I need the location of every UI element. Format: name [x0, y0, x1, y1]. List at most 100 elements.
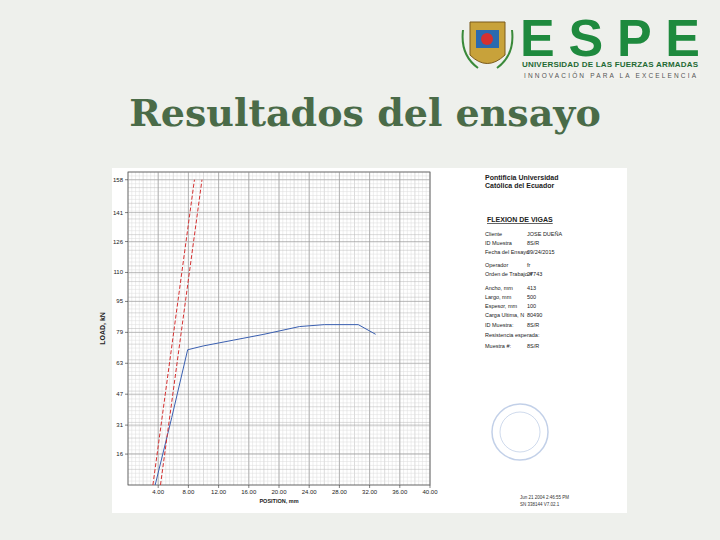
y-tick-label: 95 — [116, 298, 123, 304]
row-label: Cliente — [485, 231, 502, 237]
row-label: Operador — [485, 262, 508, 268]
x-tick-label: 36.00 — [392, 489, 408, 495]
y-tick-label: 126 — [113, 239, 124, 245]
x-tick-label: 4.00 — [152, 489, 164, 495]
x-tick-label: 16.00 — [241, 489, 257, 495]
y-axis-title: LOAD, kN — [99, 312, 107, 345]
x-tick — [399, 485, 400, 488]
x-axis-title: POSITION, mm — [259, 498, 298, 504]
x-tick-label: 40.00 — [422, 489, 438, 495]
y-tick — [125, 363, 128, 364]
y-grid-line — [128, 179, 430, 180]
shield — [470, 22, 505, 64]
row-label: Carga Ultima, N — [485, 312, 524, 318]
row-value: 8S/R — [527, 322, 539, 328]
x-grid-line — [430, 172, 431, 485]
row-label: Ancho, mm — [485, 285, 513, 291]
row-value: 8S/R — [527, 343, 539, 349]
y-tick — [125, 272, 128, 273]
x-grid-line — [339, 172, 340, 485]
x-grid-line — [248, 172, 249, 485]
logo-band — [520, 70, 700, 79]
y-tick-label: 16 — [116, 451, 123, 457]
y-tick — [125, 179, 128, 180]
x-grid-line — [188, 172, 189, 485]
x-tick — [158, 485, 159, 488]
logo-line2: INNOVACIÓN PARA LA EXCELENCIA — [524, 71, 697, 79]
institution: Pontificia Universidad — [485, 174, 559, 181]
x-tick — [309, 485, 310, 488]
x-grid-line — [279, 172, 280, 485]
series-line — [153, 180, 195, 485]
y-tick — [125, 425, 128, 426]
row-value: 500 — [527, 294, 536, 300]
slide-title: Resultados del ensayo — [129, 90, 601, 135]
y-tick-label: 31 — [116, 422, 123, 428]
y-tick — [125, 241, 128, 242]
y-tick — [125, 394, 128, 395]
x-grid-line — [158, 172, 159, 485]
footer: Jun 21 2004 2:46:55 PM — [520, 495, 569, 500]
series-group — [153, 180, 376, 485]
logo-line1: UNIVERSIDAD DE LAS FUERZAS ARMADAS — [522, 60, 699, 69]
x-tick-label: 24.00 — [302, 489, 318, 495]
y-grid-line — [128, 363, 430, 364]
x-tick — [369, 485, 370, 488]
y-grid-line — [128, 272, 430, 273]
series-line — [155, 325, 375, 485]
x-tick — [218, 485, 219, 488]
x-tick — [339, 485, 340, 488]
row-label: ID Muestra — [485, 240, 513, 246]
y-tick — [125, 332, 128, 333]
shield-field — [476, 30, 499, 48]
laurels — [463, 30, 513, 68]
institution: Católica del Ecuador — [485, 182, 555, 189]
x-tick — [430, 485, 431, 488]
grid — [128, 172, 430, 485]
row-value: JOSE DUEÑA — [527, 231, 562, 237]
row-value: 8S/R — [527, 240, 539, 246]
y-tick-label: 79 — [116, 329, 123, 335]
row-value: 09/24/2015 — [527, 249, 555, 255]
x-tick — [279, 485, 280, 488]
x-grid-line — [218, 172, 219, 485]
y-tick-label: 158 — [113, 177, 124, 183]
plot-frame — [128, 172, 430, 485]
stamp-inner — [500, 412, 540, 452]
y-grid-line — [128, 212, 430, 213]
stamp — [492, 404, 548, 460]
emblem — [463, 22, 513, 68]
row-value: 413 — [527, 285, 536, 291]
x-grid-line — [369, 172, 370, 485]
y-grid-line — [128, 301, 430, 302]
footer: SN 338144 V7.02.1 — [520, 502, 560, 507]
y-tick — [125, 301, 128, 302]
slide: ESPEUNIVERSIDAD DE LAS FUERZAS ARMADASIN… — [0, 0, 720, 540]
x-grid-line — [399, 172, 400, 485]
background — [0, 0, 720, 540]
row-value: fr — [527, 262, 531, 268]
y-tick-label: 47 — [116, 391, 123, 397]
paper — [112, 168, 627, 513]
y-grid-line — [128, 241, 430, 242]
y-tick — [125, 212, 128, 213]
x-tick-label: 8.00 — [183, 489, 195, 495]
row-label: Resistencia esperada: — [485, 332, 540, 338]
y-grid-line — [128, 454, 430, 455]
y-tick-label: 63 — [116, 360, 123, 366]
test-name: FLEXION DE VIGAS — [487, 216, 553, 223]
row-label: ID Muestra: — [485, 322, 514, 328]
x-tick-label: 32.00 — [362, 489, 378, 495]
row-value: 100 — [527, 303, 536, 309]
row-value: 27743 — [527, 271, 542, 277]
x-tick — [188, 485, 189, 488]
shield-dot — [481, 33, 493, 45]
y-tick-label: 141 — [113, 210, 124, 216]
row-label: Espesor, mm — [485, 303, 518, 309]
row-label: Fecha del Ensayo — [485, 249, 529, 255]
x-grid-line — [309, 172, 310, 485]
row-label: Muestra #: — [485, 343, 511, 349]
x-tick — [248, 485, 249, 488]
x-tick-label: 28.00 — [332, 489, 348, 495]
row-value: 80490 — [527, 312, 542, 318]
